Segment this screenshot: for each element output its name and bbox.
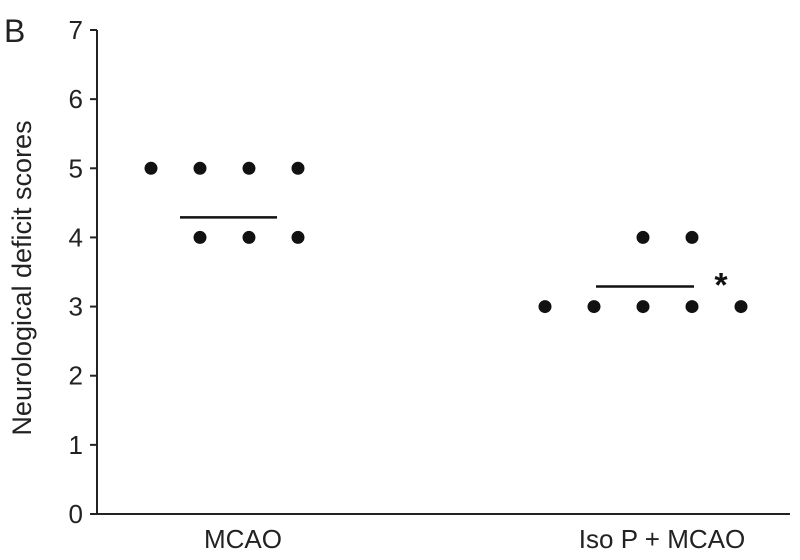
- data-point: [144, 161, 158, 175]
- data-point: [734, 300, 748, 314]
- y-ticks: 0 1 2 3 4 5 6 7: [69, 15, 97, 529]
- y-tick-label: 2: [69, 361, 83, 391]
- data-point: [636, 230, 650, 244]
- data-point: [291, 161, 305, 175]
- y-tick-label: 6: [69, 84, 83, 114]
- data-point: [193, 161, 207, 175]
- panel-label: B: [4, 13, 25, 49]
- data-point: [636, 300, 650, 314]
- axes: [96, 30, 790, 515]
- y-tick-label: 4: [69, 222, 83, 252]
- mean-lines: [180, 216, 694, 288]
- y-tick-label: 5: [69, 153, 83, 183]
- data-point: [685, 300, 699, 314]
- data-point: [538, 300, 552, 314]
- y-tick-label: 3: [69, 292, 83, 322]
- x-category-labels: MCAO Iso P + MCAO: [204, 524, 745, 554]
- data-point: [242, 161, 256, 175]
- data-points: [144, 161, 748, 314]
- data-point: [193, 230, 207, 244]
- y-tick-label: 7: [69, 15, 83, 45]
- y-tick-label: 0: [69, 499, 83, 529]
- data-point: [291, 230, 305, 244]
- x-category-label: Iso P + MCAO: [579, 524, 745, 554]
- y-axis-label: Neurological deficit scores: [7, 120, 37, 435]
- significance-annotation: *: [714, 267, 728, 305]
- annotations: *: [714, 267, 728, 305]
- y-tick-label: 1: [69, 430, 83, 460]
- data-point: [685, 230, 699, 244]
- data-point: [587, 300, 601, 314]
- data-point: [242, 230, 256, 244]
- x-category-label: MCAO: [204, 524, 282, 554]
